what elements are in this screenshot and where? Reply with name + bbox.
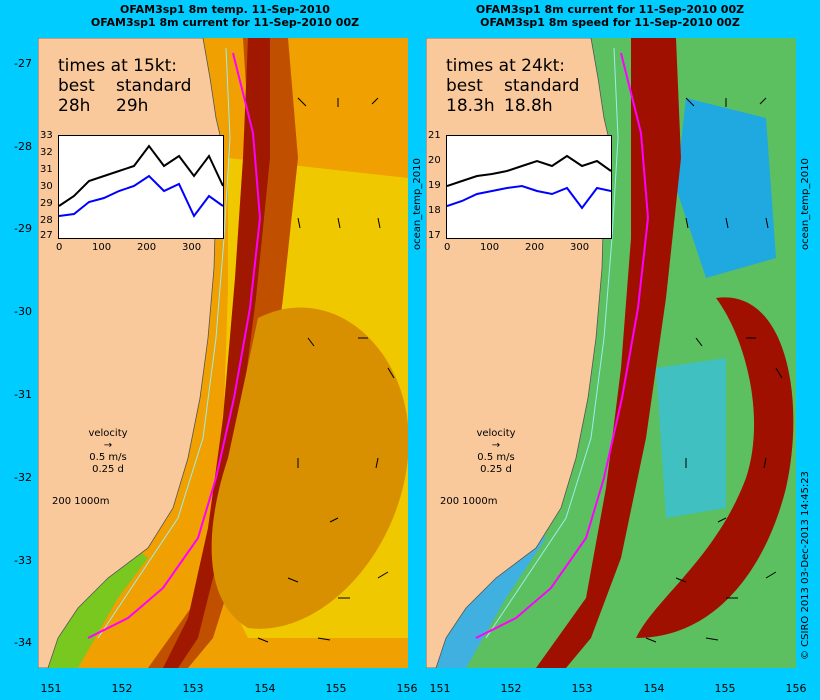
- left-inset-y-4: 29: [40, 198, 53, 209]
- left-best-value: 28h: [58, 96, 91, 116]
- left-title-line2: OFAM3sp1 8m current for 11-Sep-2010 00Z: [90, 16, 360, 29]
- left-velocity-value: 0.5 m/s: [89, 452, 127, 463]
- right-standard-label: standard: [504, 76, 580, 96]
- ocean-cyan-patch-2: [656, 358, 726, 518]
- right-times-block: times at 24kt: best standard 18.3h 18.8h: [446, 56, 626, 116]
- left-inset-chart: [58, 135, 224, 239]
- left-standard-label: standard: [116, 76, 192, 96]
- vector-arrows: [257, 97, 395, 643]
- left-side-label: ocean_temp_2010: [412, 158, 423, 250]
- left-map-panel: times at 15kt: best standard 28h 29h veloc…: [38, 38, 408, 668]
- right-best-label: best: [446, 76, 483, 96]
- left-velocity-legend: velocity → 0.5 m/s 0.25 d: [78, 428, 138, 476]
- y-label-3: -30: [14, 305, 32, 318]
- left-inset-y-2: 31: [40, 164, 53, 175]
- left-velocity-time: 0.25 d: [92, 464, 124, 475]
- right-inset-y-0: 21: [428, 130, 441, 141]
- right-map-panel: times at 24kt: best standard 18.3h 18.8h v…: [426, 38, 796, 668]
- right-velocity-time: 0.25 d: [480, 464, 512, 475]
- y-label-0: -27: [14, 57, 32, 70]
- right-title-line1: OFAM3sp1 8m current for 11-Sep-2010 00Z: [475, 3, 745, 16]
- left-x-label-1: 152: [111, 682, 133, 695]
- isobath-200: [97, 47, 231, 639]
- left-inset-svg: [58, 144, 224, 218]
- isobath-200: [485, 47, 619, 639]
- y-label-2: -29: [14, 222, 32, 235]
- standard-series-line: [58, 174, 224, 218]
- left-inset-x-3: 300: [182, 242, 202, 253]
- left-inset-y-6: 27: [40, 230, 53, 241]
- right-inset-y-2: 19: [428, 180, 441, 191]
- left-best-label: best: [58, 76, 95, 96]
- right-title: OFAM3sp1 8m current for 11-Sep-2010 00Z …: [420, 3, 800, 29]
- right-inset-svg: [446, 154, 612, 210]
- left-inset-x-2: 200: [137, 242, 157, 253]
- right-x-label-2: 153: [571, 682, 593, 695]
- left-title: OFAM3sp1 8m temp. 11-Sep-2010 OFAM3sp1 8…: [40, 3, 410, 29]
- right-velocity-value: 0.5 m/s: [477, 452, 515, 463]
- left-x-label-0: 151: [40, 682, 62, 695]
- y-label-4: -31: [14, 388, 32, 401]
- right-inset-x-3: 300: [570, 242, 590, 253]
- right-velocity-arrow: →: [491, 440, 501, 451]
- right-inset-x-2: 200: [525, 242, 545, 253]
- right-x-label-1: 152: [500, 682, 522, 695]
- right-depth-scale: 200 1000m: [440, 496, 498, 507]
- left-times-heading: times at 15kt:: [58, 56, 178, 76]
- left-inset-y-0: 33: [40, 130, 53, 141]
- y-label-1: -28: [14, 140, 32, 153]
- eddy-field: [211, 307, 408, 629]
- vector-arrows: [645, 97, 783, 643]
- left-map-svg: [38, 38, 408, 668]
- eddy-ring-red: [636, 297, 794, 638]
- y-label-6: -33: [14, 554, 32, 567]
- right-inset-y-4: 17: [428, 230, 441, 241]
- credit-label: © CSIRO 2013 03-Dec-2013 14:45:23: [800, 471, 811, 660]
- right-x-label-5: 156: [785, 682, 807, 695]
- right-side-label: ocean_temp_2010: [800, 158, 811, 250]
- left-inset-x-1: 100: [92, 242, 112, 253]
- left-velocity-arrow: →: [103, 440, 113, 451]
- route-line: [87, 52, 262, 639]
- right-inset-chart: [446, 135, 612, 239]
- right-best-value: 18.3h: [446, 96, 495, 116]
- left-title-line1: OFAM3sp1 8m temp. 11-Sep-2010: [120, 3, 330, 16]
- right-map-svg: [426, 38, 796, 668]
- left-times-block: times at 15kt: best standard 28h 29h: [58, 56, 238, 116]
- right-velocity-legend: velocity → 0.5 m/s 0.25 d: [466, 428, 526, 476]
- right-x-label-0: 151: [429, 682, 451, 695]
- right-inset-x-1: 100: [480, 242, 500, 253]
- left-inset-y-3: 30: [40, 181, 53, 192]
- y-label-5: -32: [14, 471, 32, 484]
- left-inset-y-5: 28: [40, 215, 53, 226]
- standard-series-line: [446, 184, 612, 210]
- current-core-red: [163, 38, 270, 668]
- left-velocity-label: velocity: [88, 428, 128, 439]
- right-x-label-4: 155: [714, 682, 736, 695]
- right-inset-y-3: 18: [428, 205, 441, 216]
- left-inset-x-0: 0: [56, 242, 63, 253]
- left-x-label-2: 153: [182, 682, 204, 695]
- best-series-line: [446, 154, 612, 187]
- left-inset-y-1: 32: [40, 147, 53, 158]
- right-inset-x-0: 0: [444, 242, 451, 253]
- right-title-line2: OFAM3sp1 8m speed for 11-Sep-2010 00Z: [480, 16, 740, 29]
- right-inset-y-1: 20: [428, 155, 441, 166]
- right-times-heading: times at 24kt:: [446, 56, 566, 76]
- left-depth-scale: 200 1000m: [52, 496, 110, 507]
- left-x-label-4: 155: [325, 682, 347, 695]
- left-x-label-3: 154: [254, 682, 276, 695]
- left-x-label-5: 156: [396, 682, 418, 695]
- left-standard-value: 29h: [116, 96, 149, 116]
- right-x-label-3: 154: [643, 682, 665, 695]
- right-velocity-label: velocity: [476, 428, 516, 439]
- ocean-cyan-patch-1: [676, 98, 776, 278]
- right-standard-value: 18.8h: [504, 96, 553, 116]
- route-line: [475, 52, 650, 639]
- best-series-line: [58, 144, 224, 207]
- current-core-red: [536, 38, 681, 668]
- y-label-7: -34: [14, 636, 32, 649]
